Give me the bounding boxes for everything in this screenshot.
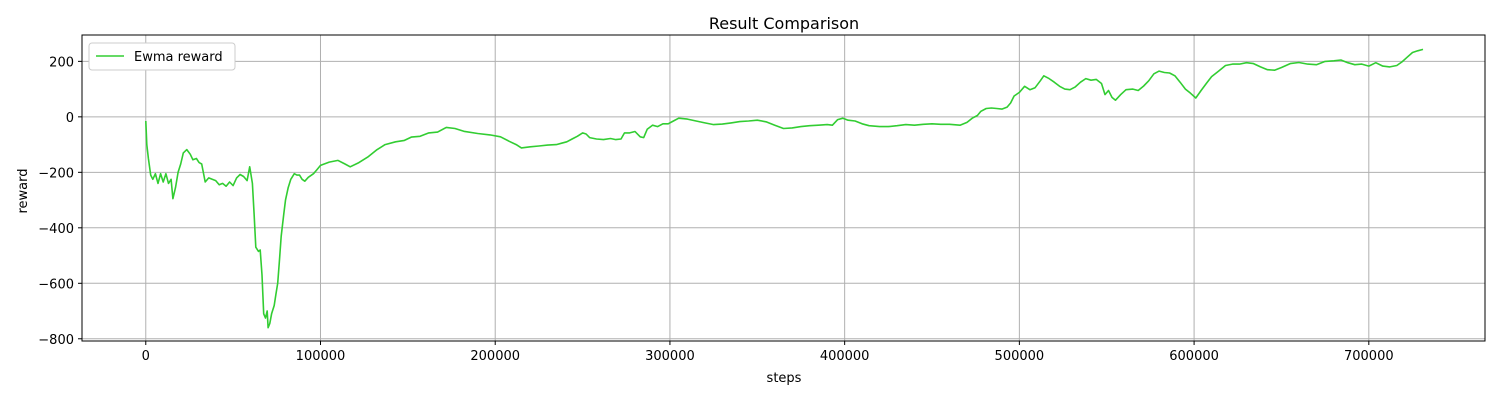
series-line-ewma-reward — [145, 48, 1424, 329]
y-tick-label: −800 — [38, 333, 74, 348]
x-tick-label: 0 — [142, 349, 150, 364]
legend-box — [88, 42, 236, 71]
x-tick-label: 500000 — [995, 349, 1045, 364]
x-tick-label: 600000 — [1169, 349, 1219, 364]
x-tick-label: 100000 — [296, 349, 346, 364]
y-tick-label: −600 — [38, 277, 74, 292]
legend: Ewma reward — [88, 42, 236, 71]
x-tick-label: 300000 — [645, 349, 695, 364]
chart-title: Result Comparison — [709, 14, 859, 33]
x-tick-label: 700000 — [1344, 349, 1394, 364]
x-tick-label: 400000 — [820, 349, 870, 364]
plot-frame — [81, 34, 1486, 342]
y-tick-label: 200 — [49, 55, 74, 70]
axis-ticks: 0 100000 200000 300000 400000 500000 600000 700… — [38, 55, 1393, 364]
series-layer — [145, 48, 1424, 329]
grid — [82, 35, 1485, 341]
y-axis-label: reward — [16, 168, 31, 213]
y-tick-label: 0 — [66, 111, 74, 126]
legend-label-ewma-reward: Ewma reward — [134, 50, 223, 65]
x-tick-label: 200000 — [470, 349, 520, 364]
x-axis-label: steps — [767, 371, 802, 386]
y-tick-label: −400 — [38, 222, 74, 237]
y-tick-label: −200 — [38, 166, 74, 181]
